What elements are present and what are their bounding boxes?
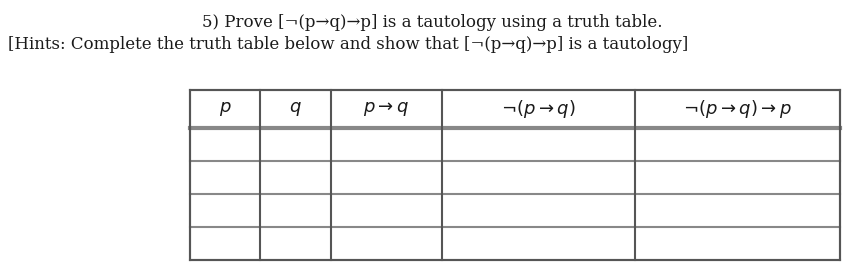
Text: $\neg(p{\rightarrow}q)$: $\neg(p{\rightarrow}q)$	[501, 98, 575, 120]
Bar	[190, 90, 840, 260]
Text: $\neg(p{\rightarrow}q){\rightarrow}p$: $\neg(p{\rightarrow}q){\rightarrow}p$	[683, 98, 792, 120]
Text: $p$: $p$	[219, 100, 232, 118]
Text: $q$: $q$	[289, 100, 302, 118]
Text: 5) Prove [¬(p→q)→p] is a tautology using a truth table.: 5) Prove [¬(p→q)→p] is a tautology using…	[202, 14, 662, 31]
Text: [Hints: Complete the truth table below and show that [¬(p→q)→p] is a tautology]: [Hints: Complete the truth table below a…	[8, 36, 689, 53]
Bar	[190, 90, 840, 128]
Text: $p{\rightarrow}q$: $p{\rightarrow}q$	[363, 100, 410, 118]
